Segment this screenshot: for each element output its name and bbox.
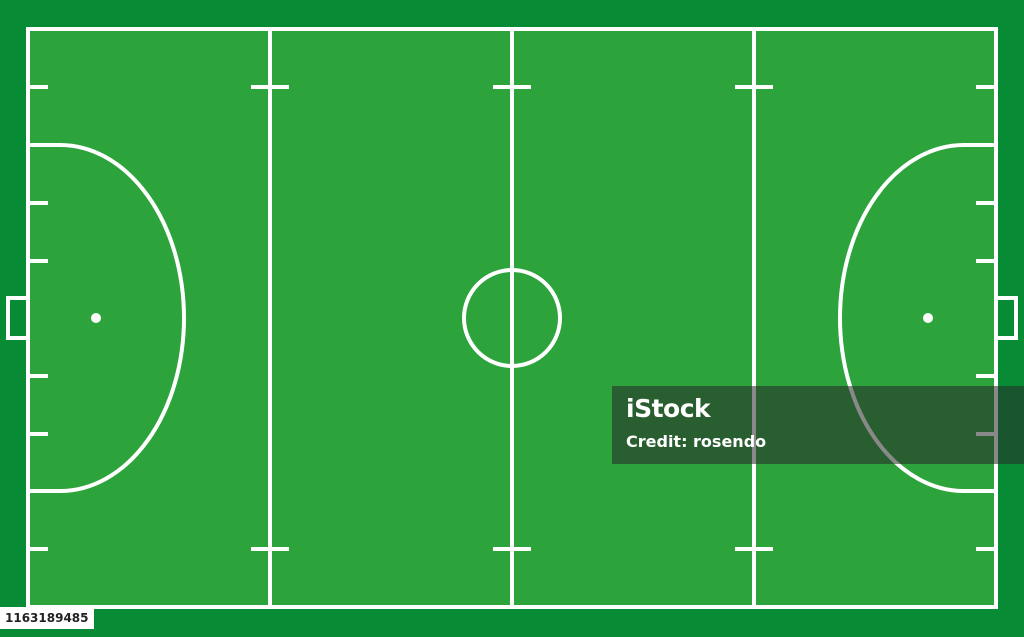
stock-id-label: 1163189485 xyxy=(0,607,94,629)
penalty-spot-right xyxy=(923,313,933,323)
goal-right xyxy=(994,296,1018,340)
shooting-circle-right xyxy=(838,143,996,493)
goal-left xyxy=(6,296,30,340)
sideline-marks xyxy=(251,85,773,551)
penalty-spot-left xyxy=(91,313,101,323)
watermark-logo: iStock xyxy=(626,394,711,423)
backline-marks-left xyxy=(28,85,48,551)
shooting-circle-left xyxy=(28,143,186,493)
watermark-banner: iStock Credit: rosendo xyxy=(612,386,1024,464)
center-circle xyxy=(462,268,562,368)
watermark-credit: Credit: rosendo xyxy=(626,432,767,451)
